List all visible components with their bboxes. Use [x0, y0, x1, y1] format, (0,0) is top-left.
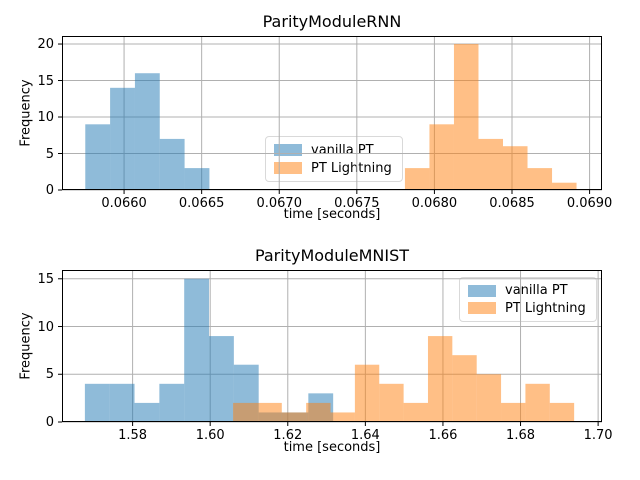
histogram-bar-pt-lightning: [525, 383, 550, 422]
histogram-bar-pt-lightning: [257, 402, 282, 422]
histogram-bar-pt-lightning: [379, 383, 404, 422]
legend-rnn: vanilla PT PT Lightning: [265, 136, 403, 182]
y-tick-label: 0: [45, 183, 54, 198]
y-tick-label: 0: [45, 415, 54, 430]
histogram-bar-pt-lightning: [403, 402, 428, 422]
histogram-bar-vanilla-pt: [84, 383, 110, 422]
x-axis-label-mnist: time [seconds]: [283, 440, 381, 455]
histogram-bar-pt-lightning: [503, 146, 528, 190]
x-tick-label: 1.66: [428, 428, 458, 443]
x-tick-label: 0.0675: [334, 196, 380, 211]
x-tick-label: 1.62: [273, 428, 303, 443]
histogram-bar-pt-lightning: [478, 138, 503, 190]
plot-area-1: [58, 270, 602, 426]
y-tick-label: 5: [45, 146, 54, 162]
histogram-bar-pt-lightning: [452, 355, 477, 422]
x-tick-label: 0.0685: [489, 196, 535, 211]
histogram-bar-pt-lightning: [233, 402, 258, 422]
x-tick-label: 1.64: [350, 428, 380, 443]
legend-label: PT Lightning: [311, 160, 392, 176]
x-tick-label: 0.0680: [411, 196, 458, 211]
x-tick-label: 1.68: [506, 428, 536, 443]
x-tick-label: 0.0670: [256, 196, 302, 211]
axes-spine: [62, 36, 602, 190]
legend-swatch-pt-lightning: [274, 162, 302, 174]
histogram-bar-pt-lightning: [306, 402, 331, 422]
x-tick-label: 1.58: [118, 428, 148, 443]
histogram-bar-pt-lightning: [527, 168, 553, 190]
histogram-bar-vanilla-pt: [109, 383, 135, 422]
histogram-bar-vanilla-pt: [184, 278, 210, 422]
y-tick-label: 20: [37, 37, 54, 53]
legend-entry-pt-lightning: PT Lightning: [274, 159, 394, 177]
x-axis-label-rnn: time [seconds]: [283, 207, 381, 222]
x-tick-label: 0.0665: [178, 196, 225, 211]
histogram-bar-vanilla-pt: [85, 124, 111, 190]
axes-spine: [62, 270, 602, 422]
x-tick-label: 1.60: [195, 428, 225, 443]
chart-title-mnist: ParityModuleMNIST: [254, 246, 410, 265]
y-tick-label: 15: [37, 73, 54, 89]
histogram-bar-vanilla-pt: [159, 138, 185, 190]
histogram-bar-pt-lightning: [427, 336, 453, 422]
histogram-bar-pt-lightning: [281, 412, 307, 422]
histogram-bar-vanilla-pt: [134, 402, 160, 422]
y-tick-label: 10: [37, 110, 54, 125]
histogram-bar-pt-lightning: [476, 374, 502, 422]
histogram-bar-vanilla-pt: [110, 87, 135, 190]
histogram-bar-pt-lightning: [429, 124, 454, 190]
histogram-bar-pt-lightning: [501, 402, 526, 422]
y-tick-label: 15: [37, 271, 54, 287]
legend-swatch-vanilla-pt: [274, 144, 302, 156]
x-tick-label: 1.70: [583, 428, 613, 443]
histogram-bar-pt-lightning: [453, 44, 479, 190]
histogram-bar-vanilla-pt: [134, 73, 160, 190]
histogram-bar-pt-lightning: [552, 182, 577, 190]
legend-swatch-pt-lightning: [468, 302, 496, 315]
legend-entry-pt-lightning: PT Lightning: [468, 300, 588, 318]
histogram-bar-vanilla-pt: [159, 383, 185, 422]
x-tick-label: 0.0690: [566, 196, 613, 211]
y-tick-label: 10: [37, 319, 54, 335]
histogram-bar-pt-lightning: [404, 168, 430, 190]
histogram-bar-pt-lightning: [354, 364, 380, 422]
chart-title-rnn: ParityModuleRNN: [262, 12, 402, 31]
histogram-bar-vanilla-pt: [209, 336, 234, 422]
x-tick-label: 0.0660: [101, 196, 147, 211]
legend-label: PT Lightning: [505, 300, 586, 316]
y-tick-label: 5: [45, 367, 54, 383]
legend-swatch-vanilla-pt: [468, 284, 496, 297]
histogram-bar-vanilla-pt: [184, 168, 210, 190]
histogram-bar-pt-lightning: [330, 412, 355, 422]
plot-area-0: [58, 36, 602, 194]
histogram-bar-pt-lightning: [549, 402, 575, 422]
